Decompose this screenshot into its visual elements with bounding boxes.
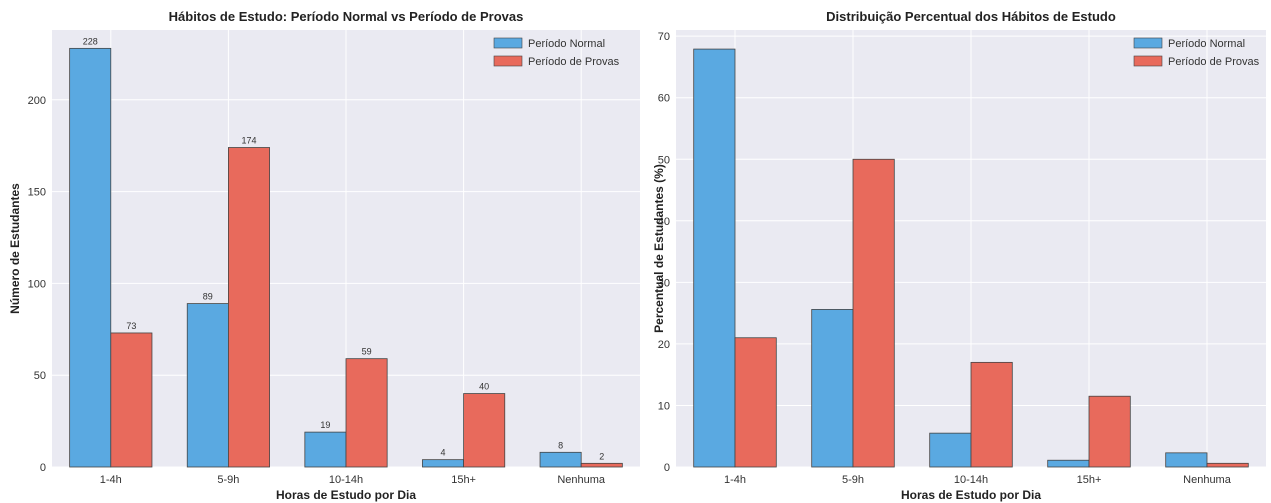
y-tick-label: 60 — [658, 93, 670, 105]
bar — [1206, 462, 1249, 468]
bar — [852, 158, 895, 468]
x-tick-label: Nenhuma — [1183, 474, 1232, 486]
bar — [693, 48, 736, 468]
x-tick-label: 15h+ — [1077, 474, 1102, 486]
y-tick-label: 50 — [658, 154, 670, 166]
bar — [580, 462, 623, 468]
bar — [1088, 395, 1131, 468]
bar — [1047, 459, 1090, 468]
x-tick-label: 5-9h — [842, 474, 864, 486]
data-label: 8 — [558, 440, 563, 450]
bar — [811, 309, 854, 468]
chart-study-habits-percent: 0 10 20 30 40 50 60 70 1-4h 5-9h 10-14h 15h+ Nenhuma… — [652, 9, 1266, 502]
bar — [422, 459, 465, 468]
bar — [970, 361, 1013, 468]
legend-swatch — [493, 37, 523, 49]
chart-title: Distribuição Percentual dos Hábitos de E… — [826, 9, 1116, 24]
data-label: 4 — [441, 448, 446, 458]
legend-swatch — [1133, 55, 1163, 67]
data-label: 174 — [241, 136, 256, 146]
legend: Período Normal Período de Provas — [1133, 37, 1260, 68]
y-tick-label: 100 — [28, 278, 46, 290]
y-tick-label: 20 — [658, 339, 670, 351]
y-tick-label: 70 — [658, 31, 670, 43]
bar — [227, 147, 270, 468]
data-label: 40 — [479, 382, 489, 392]
x-tick-label: 15h+ — [451, 474, 476, 486]
x-tick-label: 1-4h — [724, 474, 746, 486]
data-label: 19 — [320, 420, 330, 430]
bar — [110, 332, 153, 468]
data-label: 89 — [203, 292, 213, 302]
data-label: 228 — [83, 36, 98, 46]
bar — [69, 47, 112, 468]
y-tick-label: 200 — [28, 95, 46, 107]
legend-swatch — [1133, 37, 1163, 49]
bar — [539, 451, 582, 468]
legend-label: Período Normal — [528, 38, 605, 50]
bar — [734, 337, 777, 468]
y-axis-label: Percentual de Estudantes (%) — [652, 164, 666, 333]
legend-label: Período Normal — [1168, 38, 1245, 50]
bar — [1165, 452, 1208, 468]
data-label: 73 — [126, 321, 136, 331]
x-axis-label: Horas de Estudo por Dia — [901, 488, 1041, 502]
data-label: 2 — [599, 451, 604, 461]
y-tick-label: 50 — [34, 370, 46, 382]
legend-swatch — [493, 55, 523, 67]
y-tick-label: 150 — [28, 187, 46, 199]
y-tick-label: 10 — [658, 400, 670, 412]
y-axis-label: Número de Estudantes — [8, 183, 22, 314]
x-tick-label: 10-14h — [329, 474, 363, 486]
bar — [463, 393, 506, 468]
y-tick-label: 30 — [658, 277, 670, 289]
x-axis-label: Horas de Estudo por Dia — [276, 488, 416, 502]
bar — [304, 431, 347, 468]
bar — [345, 358, 388, 468]
y-tick-label: 40 — [658, 216, 670, 228]
y-tick-label: 0 — [664, 462, 670, 474]
x-tick-label: 10-14h — [954, 474, 988, 486]
legend: Período Normal Período de Provas — [493, 37, 620, 68]
data-label: 59 — [362, 347, 372, 357]
y-tick-label: 0 — [40, 462, 46, 474]
chart-title: Hábitos de Estudo: Período Normal vs Per… — [169, 9, 524, 24]
bar — [929, 432, 972, 468]
chart-study-habits-count: 228 89 19 4 8 73 174 59 40 2 0 50 100 150 200 1-4h 5-9h 1… — [8, 9, 640, 502]
legend-label: Período de Provas — [528, 56, 620, 68]
bar — [186, 303, 229, 468]
x-tick-label: Nenhuma — [557, 474, 606, 486]
legend-label: Período de Provas — [1168, 56, 1260, 68]
x-tick-label: 5-9h — [217, 474, 239, 486]
x-tick-label: 1-4h — [100, 474, 122, 486]
